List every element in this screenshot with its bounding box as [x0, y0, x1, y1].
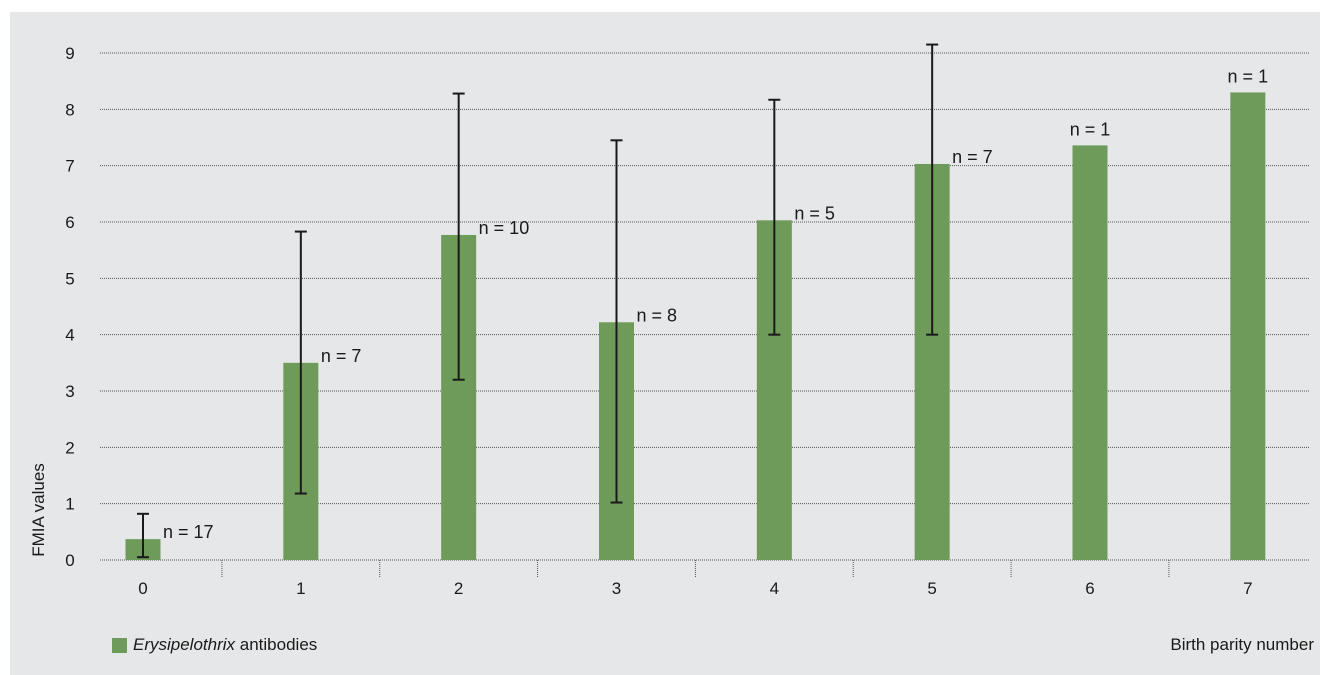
error-bar [452, 92, 465, 381]
n-label: n = 5 [794, 203, 835, 223]
error-bar [610, 139, 623, 504]
x-tick-label: 7 [1243, 579, 1252, 598]
x-tick-label: 6 [1085, 579, 1094, 598]
n-label: n = 7 [321, 346, 362, 366]
error-bar [137, 512, 149, 559]
x-tick-label: 1 [296, 579, 305, 598]
y-tick-labels: 0 1 2 3 4 5 6 7 8 9 [65, 44, 74, 570]
x-axis-title: Birth parity number [1170, 635, 1314, 654]
y-tick-label: 5 [65, 269, 74, 288]
x-tick-label: 5 [927, 579, 936, 598]
y-tick-label: 6 [65, 213, 74, 232]
bar [1072, 145, 1108, 561]
y-tick-label: 0 [65, 551, 74, 570]
legend: Erysipelothrix antibodies [112, 635, 317, 655]
legend-swatch [112, 637, 127, 653]
x-tick-label: 3 [612, 579, 621, 598]
legend-label-rest: antibodies [235, 635, 318, 654]
y-tick-label: 8 [65, 100, 74, 119]
n-label: n = 1 [1228, 66, 1269, 86]
x-tick-label: 4 [770, 579, 779, 598]
bar [1230, 92, 1266, 560]
y-tick-label: 9 [65, 44, 74, 63]
y-tick-label: 4 [65, 326, 74, 345]
y-tick-label: 7 [65, 157, 74, 176]
n-label: n = 17 [163, 522, 214, 542]
n-labels: n = 17 n = 7 n = 10 n = 8 n = 5 n = 7 n = 1 n =… [163, 66, 1268, 542]
x-tick-labels: 0 1 2 3 4 5 6 7 [138, 579, 1252, 598]
n-label: n = 8 [637, 305, 678, 325]
y-axis-title: FMIA values [29, 463, 48, 557]
error-bars [137, 43, 939, 559]
legend-label-italic: Erysipelothrix [133, 635, 236, 654]
bars [125, 92, 1266, 561]
y-tick-label: 3 [65, 382, 74, 401]
n-label: n = 10 [479, 218, 530, 238]
n-label: n = 7 [952, 147, 993, 167]
error-bar [294, 230, 307, 495]
y-tick-label: 1 [65, 495, 74, 514]
x-tick-label: 0 [138, 579, 147, 598]
error-bar [926, 43, 939, 336]
x-tick-label: 2 [454, 579, 463, 598]
gridlines [100, 52, 1310, 578]
n-label: n = 1 [1070, 119, 1111, 139]
y-tick-label: 2 [65, 438, 74, 457]
legend-label: Erysipelothrix antibodies [133, 635, 317, 655]
error-bar [768, 98, 781, 336]
